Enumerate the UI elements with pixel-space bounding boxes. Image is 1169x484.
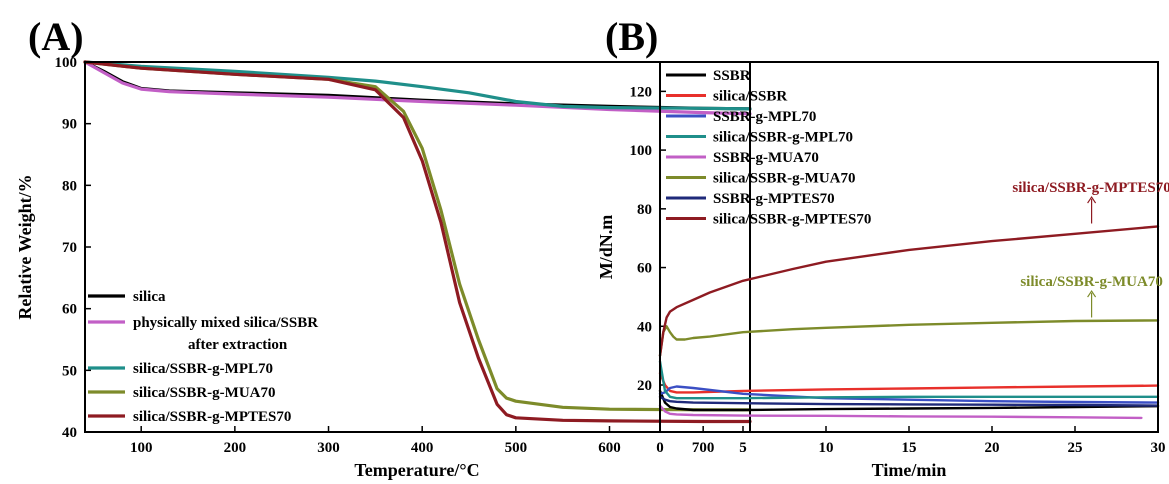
x-tick-label: 400	[411, 440, 434, 456]
legend-label-silica-ssbr-g-mua70: silica/SSBR-g-MUA70	[713, 171, 856, 187]
x-tick-label: 20	[985, 440, 1000, 456]
x-tick-label: 30	[1151, 440, 1166, 456]
series-line-silica-ssbr-g-mua70	[658, 319, 1160, 357]
panel-b-x-axis-title: Time/min	[872, 460, 947, 480]
x-tick-label: 500	[505, 440, 528, 456]
y-tick-label: 90	[62, 117, 77, 133]
y-tick-label: 80	[637, 202, 652, 218]
x-tick-label: 100	[130, 440, 153, 456]
x-tick-label: 5	[739, 440, 747, 456]
x-tick-label: 600	[598, 440, 621, 456]
x-tick-label: 25	[1068, 440, 1083, 456]
series-line-silica-ssbr-g-mptes70	[658, 225, 1160, 357]
panel-b-label: (B)	[605, 14, 658, 59]
panel-b-annotations: silica/SSBR-g-MPTES70 silica/SSBR-g-MUA70	[1012, 180, 1169, 318]
x-tick-label: 15	[902, 440, 917, 456]
annotation-label-silica-ssbr-g-mptes70: silica/SSBR-g-MPTES70	[1012, 180, 1169, 196]
panel-b-y-axis-title: M/dN.m	[596, 215, 616, 280]
series-line-silica-ssbr-g-mua70	[83, 60, 752, 412]
panel-a-legend: silica physically mixed silica/SSBR afte…	[88, 289, 318, 425]
series-line-ssbr-g-mpl70	[658, 385, 1160, 404]
series-line-ssbr-g-mua70	[658, 404, 1143, 420]
series-line-physically-mixed-silica-ssbr-after-extraction	[83, 60, 752, 116]
y-tick-label: 20	[637, 378, 652, 394]
y-tick-label: 40	[62, 425, 77, 441]
annotation-arrowhead	[1087, 289, 1097, 298]
series-line-silica-ssbr-g-mptes70	[83, 60, 752, 424]
y-tick-label: 80	[62, 178, 77, 194]
y-tick-label: 120	[630, 84, 653, 100]
legend-label-after-extraction: after extraction	[188, 337, 288, 353]
legend-label-mpl70: silica/SSBR-g-MPL70	[133, 361, 273, 377]
series-line-silica-ssbr	[658, 372, 1160, 394]
x-tick-label: 200	[224, 440, 247, 456]
y-tick-label: 60	[62, 302, 77, 318]
panel-b-legend: SSBR silica/SSBR SSBR-g-MPL70 silica/SSBR-g…	[666, 68, 871, 228]
panel-a: (A) 100 200 300 400 500 600 700405060708090100…	[15, 14, 752, 480]
y-tick-label: 50	[62, 363, 77, 379]
series-line-ssbr	[658, 389, 1160, 412]
panel-a-x-axis-title: Temperature/°C	[354, 460, 479, 480]
series-line-silica-ssbr-g-mpl70	[658, 360, 1160, 400]
panel-a-label: (A)	[28, 14, 84, 59]
y-tick-label: 100	[630, 143, 653, 159]
legend-label-ssbr-g-mptes70: SSBR-g-MPTES70	[713, 191, 835, 207]
y-tick-label: 40	[637, 319, 652, 335]
y-tick-label: 100	[55, 55, 78, 71]
series-line-ssbr-g-mptes70	[658, 395, 1160, 407]
x-tick-label: 700	[692, 440, 715, 456]
legend-label-physically-mixed: physically mixed silica/SSBR	[133, 315, 318, 331]
x-tick-label: 300	[317, 440, 340, 456]
legend-label-silica-ssbr-g-mptes70: silica/SSBR-g-MPTES70	[713, 212, 871, 228]
legend-label-silica: silica	[133, 289, 166, 305]
annotation-arrowhead	[1087, 195, 1097, 204]
legend-label-mua70: silica/SSBR-g-MUA70	[133, 385, 276, 401]
legend-label-ssbr-g-mua70: SSBR-g-MUA70	[713, 150, 819, 166]
legend-label-ssbr-g-mpl70: SSBR-g-MPL70	[713, 109, 816, 125]
x-tick-label: 10	[819, 440, 834, 456]
legend-label-silica-ssbr: silica/SSBR	[713, 89, 787, 105]
panel-b-plot-frame	[659, 61, 1159, 433]
y-tick-label: 70	[62, 240, 77, 256]
y-tick-label: 60	[637, 261, 652, 277]
annotation-label-silica-ssbr-g-mua70: silica/SSBR-g-MUA70	[1020, 274, 1163, 290]
legend-label-ssbr: SSBR	[713, 68, 751, 84]
legend-label-mptes70: silica/SSBR-g-MPTES70	[133, 409, 291, 425]
legend-label-silica-ssbr-g-mpl70: silica/SSBR-g-MPL70	[713, 130, 853, 146]
series-line-silica-ssbr-g-mpl70	[83, 60, 752, 111]
x-tick-label: 0	[656, 440, 664, 456]
panel-a-plot-frame	[84, 61, 751, 433]
panel-a-y-axis-title: Relative Weight/%	[15, 174, 35, 319]
